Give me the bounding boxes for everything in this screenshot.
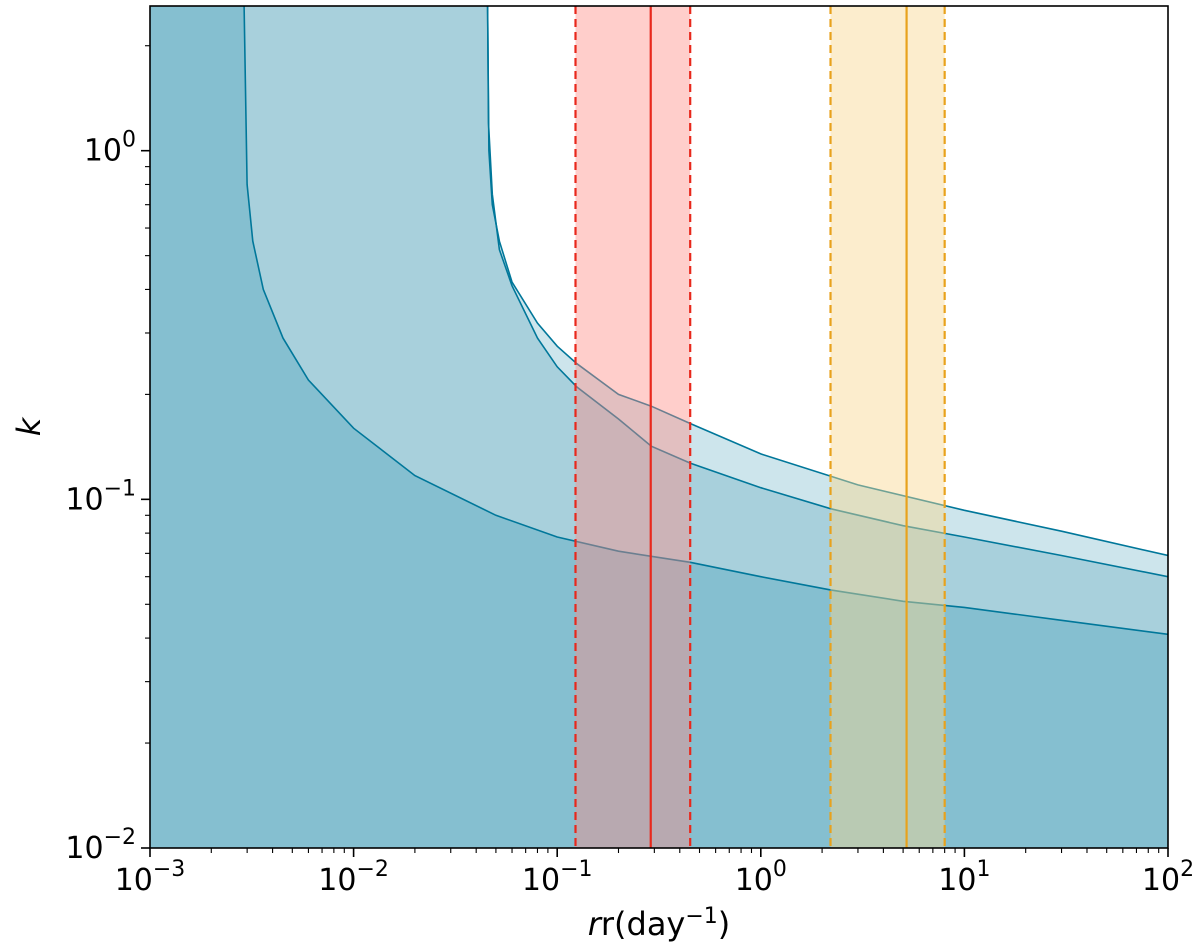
y-tick-label: 10−1 xyxy=(65,476,136,517)
band-orange-shade xyxy=(830,6,945,848)
y-tick-label: 10−2 xyxy=(65,825,136,866)
x-tick-label: 101 xyxy=(938,857,990,898)
x-tick-label: 10−2 xyxy=(318,857,389,898)
x-tick-label: 10−3 xyxy=(115,857,186,898)
band-red-shade xyxy=(575,6,691,848)
region-dark-boundary xyxy=(243,6,1168,636)
region-mid-boundary xyxy=(486,6,1168,578)
shaded-regions xyxy=(150,6,1168,848)
x-axis-label-base: r(day xyxy=(601,905,686,943)
x-axis-label-sup: −1 xyxy=(685,904,717,929)
x-axis-label-tail: ) xyxy=(718,905,730,943)
x-tick-label: 10−1 xyxy=(522,857,593,898)
plot-area-frame xyxy=(149,5,1169,849)
x-tick-label: 102 xyxy=(1142,857,1194,898)
x-axis-label: rr(day−1) xyxy=(588,904,731,944)
region-dark-fill xyxy=(150,6,1168,848)
y-tick-label: 100 xyxy=(84,128,136,169)
x-axis-label-var: r xyxy=(588,905,603,943)
vertical-bands xyxy=(574,6,946,848)
y-axis-label: k xyxy=(10,416,48,436)
x-tick-label: 100 xyxy=(735,857,787,898)
